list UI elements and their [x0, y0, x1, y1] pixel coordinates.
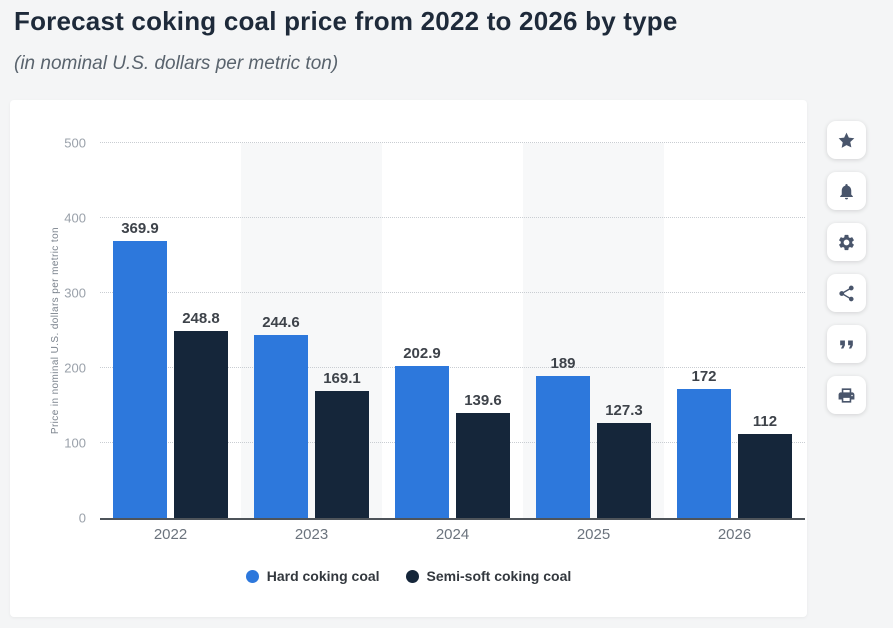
bar-value-label: 244.6	[262, 313, 300, 331]
bar-hard-coking-coal-2025[interactable]	[536, 376, 590, 518]
bar-column: 369.9	[113, 143, 167, 518]
chart-card: Price in nominal U.S. dollars per metric…	[10, 100, 807, 617]
star-button[interactable]	[827, 121, 866, 159]
gridline	[100, 292, 805, 293]
x-axis-tick: 2023	[294, 526, 329, 543]
bar-hard-coking-coal-2022[interactable]	[113, 240, 167, 518]
bar-group-2023: 244.6 169.1	[241, 143, 382, 518]
y-axis-tick: 200	[64, 360, 86, 376]
print-button[interactable]	[827, 376, 866, 414]
gridline	[100, 442, 805, 443]
bar-value-label: 189	[550, 355, 576, 373]
x-axis-tick: 2025	[576, 526, 611, 543]
bar-value-label: 127.3	[605, 401, 643, 419]
bar-semi-soft-coking-coal-2022[interactable]	[174, 331, 228, 518]
legend-label: Hard coking coal	[266, 568, 380, 584]
bar-hard-coking-coal-2023[interactable]	[254, 334, 308, 518]
quote-button[interactable]	[827, 325, 866, 363]
gridline	[100, 217, 805, 218]
legend-item[interactable]: Hard coking coal	[245, 568, 380, 584]
y-axis-tick: 500	[64, 135, 86, 151]
bar-column: 202.9	[395, 143, 449, 518]
x-axis-labels: 2022 2023 2024 2025 2026	[100, 526, 805, 543]
bar-value-label: 112	[752, 413, 778, 430]
bar-column: 112	[738, 143, 792, 518]
bar-semi-soft-coking-coal-2026[interactable]	[738, 434, 792, 518]
page-subtitle: (in nominal U.S. dollars per metric ton)	[14, 53, 339, 74]
print-icon	[838, 387, 855, 403]
legend-label: Semi-soft coking coal	[426, 568, 572, 584]
bar-group-2022: 369.9 248.8	[100, 143, 241, 518]
bar-hard-coking-coal-2024[interactable]	[395, 365, 449, 518]
y-axis-tick: 300	[64, 285, 86, 301]
bar-group-2026: 172 112	[664, 143, 805, 518]
gear-button[interactable]	[827, 223, 866, 261]
bar-column: 244.6	[254, 143, 308, 518]
bar-semi-soft-coking-coal-2025[interactable]	[597, 422, 651, 518]
gridline	[100, 367, 805, 368]
x-axis-tick: 2026	[717, 526, 752, 543]
share-button[interactable]	[827, 274, 866, 312]
x-axis-tick: 2022	[153, 526, 188, 543]
bar-value-label: 139.6	[464, 392, 502, 410]
bar-value-label: 369.9	[121, 219, 159, 237]
bar-semi-soft-coking-coal-2023[interactable]	[315, 391, 369, 518]
x-axis-tick: 2024	[435, 526, 470, 543]
y-axis-tick: 100	[64, 435, 86, 451]
bar-column: 139.6	[456, 143, 510, 518]
plot-area: 0 100 200 300 400 500 369.9 248.8 244.6 169.1 202.…	[64, 137, 805, 525]
bar-hard-coking-coal-2026[interactable]	[677, 389, 731, 518]
legend-marker	[405, 569, 419, 583]
y-axis-title: Price in nominal U.S. dollars per metric…	[50, 226, 61, 435]
share-icon	[839, 285, 854, 301]
y-axis-tick: 400	[64, 210, 86, 226]
bar-value-label: 248.8	[182, 310, 220, 328]
bar-column: 169.1	[315, 143, 369, 518]
bell-button[interactable]	[827, 172, 866, 210]
bar-column: 189	[536, 143, 590, 518]
y-axis-title-wrap: Price in nominal U.S. dollars per metric…	[50, 143, 61, 518]
legend: Hard coking coal Semi-soft coking coal	[10, 568, 807, 584]
action-rail	[827, 121, 866, 414]
y-axis-tick: 0	[78, 510, 86, 526]
gridline	[100, 142, 805, 143]
bar-column: 172	[677, 143, 731, 518]
gear-icon	[839, 234, 854, 250]
bar-value-label: 202.9	[403, 344, 441, 362]
legend-marker	[245, 569, 259, 583]
star-icon	[838, 132, 855, 148]
bar-group-2024: 202.9 139.6	[382, 143, 523, 518]
bar-column: 127.3	[597, 143, 651, 518]
bar-column: 248.8	[174, 143, 228, 518]
bell-icon	[840, 183, 853, 199]
bar-value-label: 169.1	[323, 370, 361, 388]
quote-icon	[840, 340, 853, 348]
legend-item[interactable]: Semi-soft coking coal	[405, 568, 572, 584]
bar-value-label: 172	[691, 368, 717, 385]
page-title: Forecast coking coal price from 2022 to …	[14, 6, 678, 36]
bar-group-2025: 189 127.3	[523, 143, 664, 518]
bar-semi-soft-coking-coal-2024[interactable]	[456, 413, 510, 518]
